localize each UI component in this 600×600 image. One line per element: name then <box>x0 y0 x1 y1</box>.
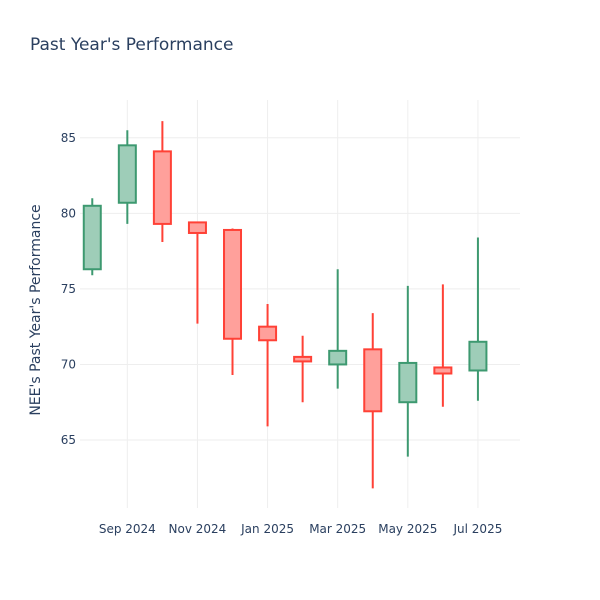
x-tick-label: Jan 2025 <box>240 522 294 536</box>
y-axis-ticks: 65 70 75 80 85 <box>61 131 76 447</box>
candle-2024-12[interactable] <box>223 228 243 376</box>
candle-body <box>223 228 243 340</box>
grid-layer <box>80 100 520 508</box>
y-axis-title: NEE's Past Year's Performance <box>28 204 44 415</box>
candle-2025-07[interactable] <box>468 237 488 401</box>
candle-2025-02[interactable] <box>293 335 313 403</box>
candle-2025-01[interactable] <box>258 304 278 427</box>
candle-2024-11[interactable] <box>187 221 207 324</box>
candle-body <box>328 349 348 366</box>
y-tick-label: 75 <box>61 282 76 296</box>
candle-2024-09[interactable] <box>117 130 137 224</box>
x-tick-label: Jul 2025 <box>453 522 503 536</box>
candle-body <box>293 355 313 363</box>
candle-2024-10[interactable] <box>152 121 172 243</box>
x-tick-label: Mar 2025 <box>309 522 366 536</box>
x-tick-label: Nov 2024 <box>169 522 227 536</box>
x-tick-label: Sep 2024 <box>99 522 156 536</box>
candle-body <box>433 366 453 375</box>
y-tick-label: 70 <box>61 357 76 371</box>
candle-2025-06[interactable] <box>433 284 453 407</box>
candle-body <box>398 361 418 404</box>
candle-2025-05[interactable] <box>398 285 418 457</box>
candle-2024-08[interactable] <box>82 198 102 276</box>
candle-body <box>187 221 207 234</box>
y-tick-label: 85 <box>61 131 76 145</box>
candle-body <box>117 144 137 204</box>
candle-body <box>82 204 102 271</box>
chart-title: Past Year's Performance <box>30 35 234 55</box>
candle-2025-03[interactable] <box>328 269 348 389</box>
candles-layer <box>82 121 488 489</box>
candle-body <box>468 340 488 372</box>
candle-2025-04[interactable] <box>363 313 383 489</box>
y-tick-label: 80 <box>61 206 76 220</box>
candle-body <box>363 348 383 413</box>
x-axis-ticks: Sep 2024 Nov 2024 Jan 2025 Mar 2025 May 2025… <box>99 522 503 536</box>
candle-body <box>152 150 172 225</box>
candle-body <box>258 325 278 342</box>
x-tick-label: May 2025 <box>378 522 437 536</box>
y-tick-label: 65 <box>61 433 76 447</box>
